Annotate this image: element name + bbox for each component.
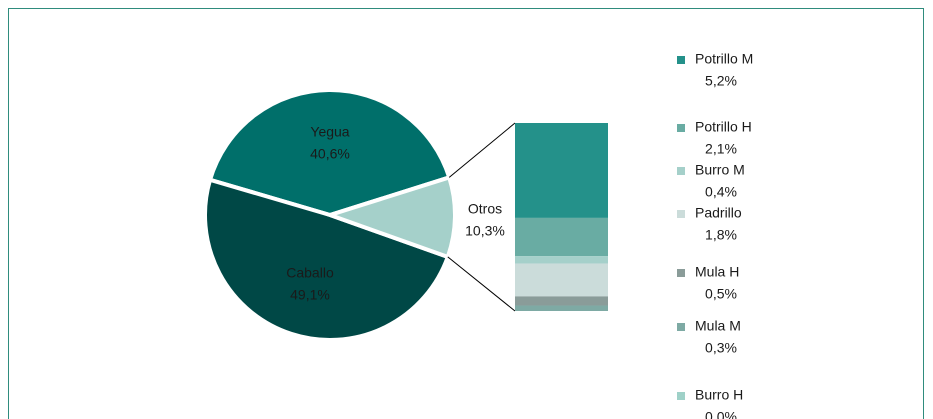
pie-value-label: 10,3%: [465, 223, 505, 239]
bar-segment: [515, 263, 608, 297]
bar-segment: [515, 256, 608, 264]
legend-marker: [677, 124, 685, 132]
legend-label: Potrillo H: [695, 119, 752, 135]
bar-segment: [515, 305, 608, 311]
pie-slice: [323, 174, 457, 260]
legend-label: Burro H: [695, 387, 743, 403]
legend-value: 0,3%: [705, 340, 737, 356]
legend-marker: [677, 56, 685, 64]
legend-label: Mula M: [695, 318, 741, 334]
legend-marker: [677, 269, 685, 277]
bar-segment: [515, 296, 608, 306]
legend-marker: [677, 167, 685, 175]
chart-frame: [8, 8, 924, 419]
pie-label: Otros: [468, 201, 502, 217]
bar-segment: [515, 217, 608, 257]
legend-label: Mula H: [695, 264, 739, 280]
legend-label: Potrillo M: [695, 51, 753, 67]
pie-label: Yegua: [310, 124, 349, 140]
legend-marker: [677, 210, 685, 218]
legend-label: Burro M: [695, 162, 745, 178]
pie-label: Caballo: [286, 265, 334, 281]
bar-segment: [515, 123, 608, 218]
pie-value-label: 40,6%: [310, 146, 350, 162]
pie-slice: [207, 88, 452, 218]
connector: [448, 122, 516, 178]
legend-value: 1,8%: [705, 227, 737, 243]
legend-value: 0,0%: [705, 409, 737, 419]
legend-marker: [677, 323, 685, 331]
legend-marker: [677, 392, 685, 400]
pie-slice: [203, 177, 451, 342]
pie-value-label: 49,1%: [290, 287, 330, 303]
connector: [447, 256, 516, 312]
legend-value: 5,2%: [705, 73, 737, 89]
legend-value: 0,4%: [705, 184, 737, 200]
legend-value: 0,5%: [705, 286, 737, 302]
legend-value: 2,1%: [705, 141, 737, 157]
legend-label: Padrillo: [695, 205, 742, 221]
